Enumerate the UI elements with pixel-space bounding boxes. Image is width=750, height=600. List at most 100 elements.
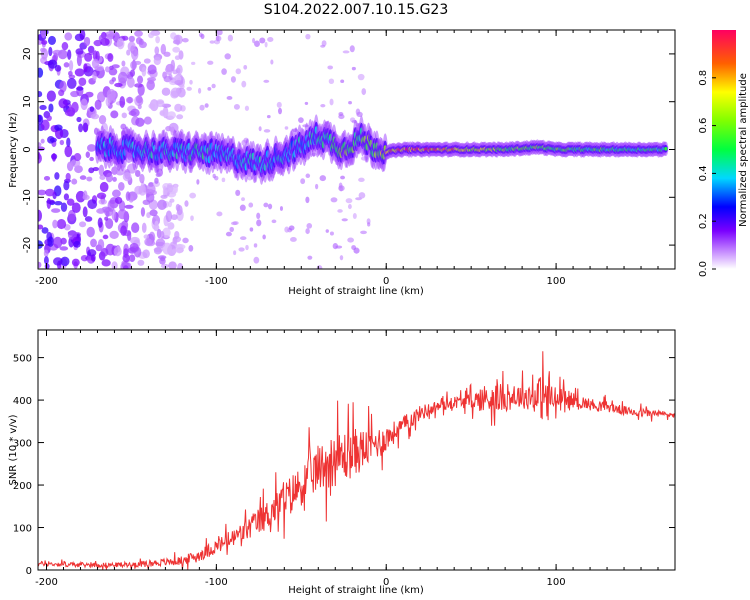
heatmap-cell — [290, 237, 297, 242]
heatmap-cell — [162, 71, 167, 79]
heatmap-cell — [122, 253, 130, 263]
colorbar-gradient — [712, 30, 736, 269]
heatmap-cell — [259, 37, 266, 44]
heatmap-cell — [118, 182, 125, 191]
heatmap-cell — [276, 101, 282, 108]
heatmap-cell — [262, 234, 266, 240]
heatmap-cell — [235, 189, 241, 196]
heatmap-cell — [104, 216, 109, 221]
heatmap-cell — [64, 145, 73, 158]
heatmap-cell — [85, 151, 90, 159]
heatmap-cell — [99, 181, 109, 193]
heatmap-cell — [105, 218, 114, 229]
heatmap-cell — [78, 77, 87, 87]
colorbar-tick-label: 0.0 — [698, 261, 709, 277]
heatmap-cell — [38, 189, 47, 196]
heatmap-cell — [121, 60, 126, 67]
heatmap-cell — [99, 175, 106, 181]
heatmap-cell — [204, 103, 209, 108]
colorbar-ticks: 0.0 0.2 0.4 0.6 0.8 — [698, 70, 716, 277]
heatmap-cell — [98, 164, 105, 177]
heatmap-cell — [40, 30, 46, 39]
heatmap-cell — [38, 153, 42, 164]
heatmap-cell — [300, 178, 306, 185]
snr-xtick-label: -200 — [35, 577, 58, 588]
heatmap-cell — [170, 87, 181, 98]
heatmap-cell — [215, 35, 222, 42]
heatmap-cell — [315, 183, 319, 190]
heatmap-cell — [67, 209, 76, 222]
heatmap-cell — [89, 106, 95, 112]
heatmap-cell — [252, 37, 256, 44]
heatmap-cell — [126, 49, 131, 56]
heatmap-cell — [74, 68, 85, 77]
heatmap-cell — [143, 234, 150, 239]
heatmap-cell — [106, 88, 116, 101]
heatmap-cell — [197, 87, 202, 94]
heatmap-cell — [155, 172, 161, 177]
heatmap-cell — [325, 229, 329, 233]
heatmap-cell — [284, 126, 289, 130]
heatmap-cell — [114, 196, 123, 204]
heatmap-cell — [175, 243, 184, 254]
heatmap-cell — [338, 111, 344, 116]
heatmap-cell — [171, 248, 177, 254]
snr-ytick-label: 500 — [13, 354, 32, 365]
heatmap-cell — [167, 111, 176, 120]
heatmap-cell — [329, 231, 334, 236]
heatmap-cell — [84, 216, 93, 222]
heatmap-cell — [167, 222, 175, 230]
heatmap-cell — [56, 218, 67, 230]
heatmap-cell — [145, 192, 155, 203]
heatmap-cell — [209, 40, 215, 44]
heatmap-cell — [84, 52, 93, 62]
heatmap-cell — [90, 254, 96, 262]
heatmap-layer — [38, 30, 669, 269]
heatmap-cell — [270, 59, 274, 65]
heatmap-cell — [137, 75, 144, 84]
heatmap-cell — [342, 50, 350, 54]
snr-ytick-label: 100 — [13, 524, 32, 535]
snr-frame — [37, 329, 676, 571]
heatmap-cell — [90, 113, 100, 120]
spectrogram-ytick-label: -10 — [22, 189, 33, 205]
heatmap-cell — [160, 43, 167, 55]
heatmap-cell — [341, 218, 348, 222]
heatmap-cell — [188, 245, 194, 252]
heatmap-cell — [87, 199, 98, 210]
heatmap-cell — [82, 122, 89, 133]
snr-panel: -200 -100 0 100 0 100 200 300 400 500 Height of s… — [8, 329, 676, 596]
heatmap-cell — [140, 181, 145, 193]
spectrogram-ylabel: Frequency (Hz) — [8, 112, 19, 188]
heatmap-cell — [58, 89, 65, 97]
heatmap-cell — [73, 240, 81, 248]
heatmap-cell — [74, 165, 83, 174]
heatmap-cell — [306, 222, 313, 229]
spectrogram-ytick-label: 20 — [22, 48, 33, 61]
heatmap-cell — [41, 39, 48, 45]
heatmap-cell — [169, 198, 175, 203]
heatmap-cell — [112, 176, 117, 182]
heatmap-cell — [221, 68, 227, 75]
spectrogram-xtick-label: -100 — [205, 276, 228, 287]
heatmap-cell — [109, 199, 116, 204]
heatmap-cell — [46, 199, 55, 204]
colorbar: 0.0 0.2 0.4 0.6 0.8 Normalized spectral ampl… — [698, 30, 749, 277]
heatmap-cell — [105, 66, 110, 73]
heatmap-cell — [367, 222, 371, 227]
heatmap-cell — [66, 78, 77, 89]
heatmap-cell — [110, 110, 119, 119]
heatmap-cell — [82, 190, 88, 200]
heatmap-cell — [117, 71, 128, 84]
heatmap-cell — [114, 82, 123, 88]
snr-xtick-label: 100 — [547, 577, 566, 588]
heatmap-cell — [79, 175, 87, 180]
heatmap-cell — [238, 247, 245, 252]
heatmap-cell — [97, 217, 103, 228]
figure-title: S104.2022.007.10.15.G23 — [264, 2, 449, 18]
heatmap-cell — [191, 61, 196, 65]
spectrogram-xtick-label: 0 — [383, 276, 389, 287]
snr-ytick-label: 0 — [26, 566, 32, 577]
